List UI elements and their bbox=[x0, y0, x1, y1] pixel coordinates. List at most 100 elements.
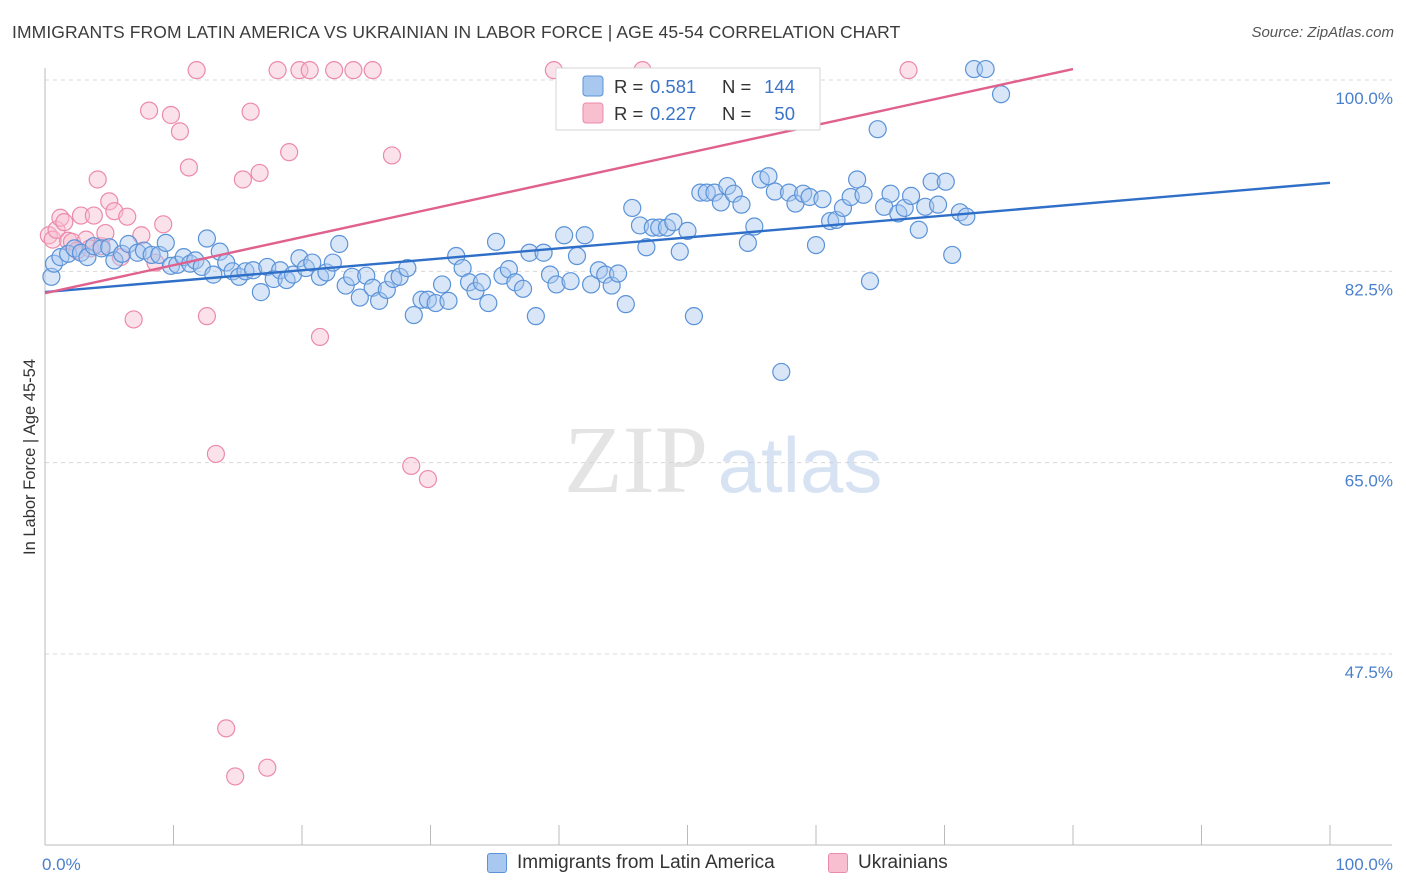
stats-box: R = 0.581 N = 144 R = 0.227 N = 50 bbox=[555, 67, 821, 131]
stats-r-value: 0.581 bbox=[650, 76, 696, 97]
ukrainians-point bbox=[418, 469, 438, 489]
ukrainians-trend-line bbox=[44, 67, 1074, 295]
y-tick-labels: 47.5% 65.0% 82.5% 100.0% bbox=[1335, 89, 1393, 682]
ukrainians-point bbox=[233, 170, 252, 189]
latin-america-point bbox=[596, 265, 615, 284]
stats-swatch-blue bbox=[582, 75, 604, 97]
latin-america-point bbox=[343, 267, 362, 286]
latin-america-point bbox=[404, 305, 423, 325]
ukrainians-point bbox=[100, 192, 119, 211]
latin-america-point bbox=[567, 246, 587, 266]
latin-america-point bbox=[854, 185, 873, 204]
latin-america-point bbox=[303, 253, 322, 272]
legend-item-latin-america[interactable]: Immigrants from Latin America bbox=[487, 852, 775, 874]
latin-america-point bbox=[909, 220, 928, 239]
latin-america-point bbox=[44, 254, 64, 273]
latin-america-point bbox=[575, 226, 594, 245]
latin-america-point bbox=[609, 264, 628, 283]
ukrainians-point bbox=[382, 146, 402, 165]
ukrainians-point bbox=[132, 226, 151, 245]
ukrainians-point bbox=[241, 102, 260, 121]
latin-america-point bbox=[439, 291, 458, 310]
ukrainians-point bbox=[899, 61, 918, 80]
latin-america-point bbox=[765, 182, 784, 201]
latin-america-points bbox=[42, 59, 1011, 382]
latin-america-point bbox=[534, 243, 553, 262]
ukrainians-point bbox=[84, 206, 103, 225]
ukrainians-point bbox=[55, 213, 74, 232]
latin-america-point bbox=[472, 273, 491, 292]
ukrainians-point bbox=[344, 61, 363, 80]
stats-n-value: 144 bbox=[764, 76, 795, 97]
latin-america-point bbox=[479, 293, 498, 313]
latin-america-point bbox=[540, 265, 560, 284]
latin-america-point bbox=[637, 238, 656, 257]
latin-america-point bbox=[684, 307, 704, 326]
latin-america-point bbox=[412, 290, 431, 309]
latin-america-point bbox=[868, 120, 887, 139]
x-tick-marks bbox=[173, 825, 1331, 845]
latin-america-point bbox=[881, 184, 900, 203]
latin-america-point bbox=[547, 275, 566, 294]
y-axis-title: In Labor Force | Age 45-54 bbox=[21, 359, 39, 555]
stats-r-value: 0.227 bbox=[650, 103, 696, 124]
ukrainians-point bbox=[139, 101, 159, 120]
legend-swatch-blue bbox=[487, 853, 507, 873]
y-tick-label: 47.5% bbox=[1345, 663, 1393, 682]
latin-america-point bbox=[936, 172, 955, 191]
ukrainians-point bbox=[96, 223, 115, 243]
legend-label: Immigrants from Latin America bbox=[517, 852, 775, 873]
ukrainians-point bbox=[118, 207, 137, 226]
latin-america-point bbox=[555, 226, 574, 245]
latin-america-point bbox=[650, 218, 669, 237]
latin-america-point bbox=[204, 265, 223, 284]
latin-america-point bbox=[772, 362, 791, 382]
watermark: ZIP atlas bbox=[564, 406, 882, 513]
latin-america-point bbox=[112, 244, 132, 263]
latin-america-point bbox=[432, 275, 452, 294]
latin-america-point bbox=[670, 242, 689, 261]
legend-item-ukrainians[interactable]: Ukrainians bbox=[828, 852, 948, 874]
latin-america-point bbox=[738, 233, 757, 253]
stats-n-value: 50 bbox=[774, 103, 795, 124]
gridlines bbox=[45, 79, 1392, 655]
y-tick-label: 65.0% bbox=[1345, 472, 1393, 491]
latin-america-point bbox=[251, 283, 270, 302]
ukrainians-point bbox=[88, 170, 107, 189]
watermark-atlas: atlas bbox=[718, 421, 883, 509]
ukrainians-point bbox=[206, 444, 226, 464]
ukrainians-point bbox=[187, 61, 206, 80]
latin-america-point bbox=[976, 59, 995, 79]
ukrainians-point bbox=[290, 61, 309, 80]
ukrainians-point bbox=[402, 456, 421, 476]
latin-america-point bbox=[350, 288, 369, 307]
stats-r-label: R = bbox=[614, 76, 643, 97]
ukrainians-point bbox=[71, 206, 91, 225]
ukrainians-point bbox=[47, 220, 66, 239]
latin-america-point bbox=[92, 239, 111, 258]
latin-america-point bbox=[901, 186, 921, 205]
latin-america-point bbox=[561, 272, 580, 291]
stats-swatch-pink bbox=[582, 102, 604, 124]
ukrainians-point bbox=[179, 158, 199, 177]
latin-america-point bbox=[486, 232, 506, 251]
latin-america-point bbox=[78, 248, 97, 267]
latin-america-point bbox=[779, 183, 799, 202]
ukrainians-point bbox=[170, 122, 190, 141]
latin-america-point bbox=[813, 190, 832, 209]
ukrainians-point bbox=[161, 105, 181, 125]
latin-america-point bbox=[623, 198, 642, 218]
legend-swatch-pink bbox=[828, 853, 848, 873]
stats-r-label: R = bbox=[614, 103, 643, 124]
latin-america-point bbox=[526, 307, 545, 326]
ukrainians-point bbox=[300, 61, 319, 80]
x-tick-label: 100.0% bbox=[1335, 855, 1393, 874]
ukrainians-point bbox=[217, 719, 236, 738]
latin-america-point bbox=[330, 234, 349, 254]
x-tick-labels: 0.0% 100.0% bbox=[42, 855, 1393, 874]
latin-america-point bbox=[156, 233, 175, 253]
ukrainians-point bbox=[280, 143, 299, 162]
latin-america-point bbox=[957, 207, 976, 226]
ukrainians-point bbox=[258, 758, 277, 777]
ukrainians-point bbox=[226, 767, 245, 786]
